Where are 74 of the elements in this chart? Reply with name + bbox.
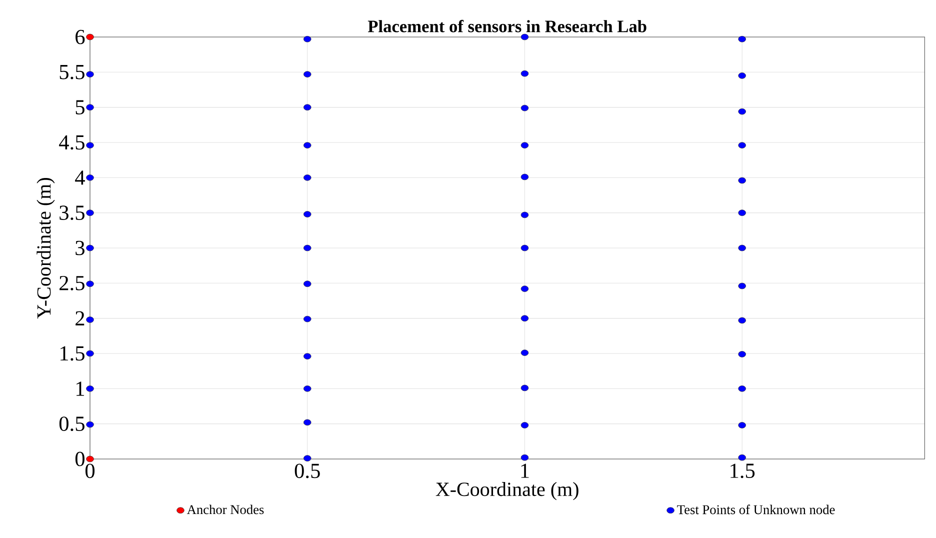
y-tick-label: 0.5 [59,416,84,432]
y-tick-label: 3.5 [60,206,84,220]
point [86,280,94,287]
point [304,353,312,360]
point [304,280,312,287]
point [520,142,529,148]
point [304,386,312,392]
y-tick-label: 1.5 [60,346,84,361]
y-tick-label: 2 [76,311,84,326]
y-tick-label: 1 [76,382,84,396]
point [520,315,529,322]
point [86,104,94,110]
point [86,316,94,323]
point [520,244,529,252]
point [738,210,746,216]
point [86,244,94,252]
point [738,244,746,252]
point [738,108,746,115]
point [520,384,529,392]
point [304,71,312,78]
point [86,456,94,462]
point [86,142,94,148]
point [86,210,94,216]
point [738,422,746,428]
point [520,174,529,180]
chart-title: Placement of sensors in Research Lab [368,20,646,32]
point [304,174,312,181]
y-tick-label: 5 [76,100,84,114]
point [304,211,312,218]
y-tick-label: 6 [76,30,85,44]
point [304,104,312,110]
y-tick-label: 4.5 [59,135,84,150]
y-tick-label: 5.5 [60,65,84,80]
x-tick-label: 0.5 [294,464,320,478]
point [304,455,312,462]
point [520,422,529,428]
x-axis-title: X-Coordinate (m) [436,482,578,500]
x-tick-label: 0 [85,464,95,478]
y-tick-label: 0 [75,452,84,466]
point [738,36,746,42]
point [738,351,746,358]
point [86,421,94,428]
x-tick-label: 1 [521,464,529,478]
point [520,212,529,218]
legend-label: Test Points of Unknown node [677,504,835,514]
point [86,386,94,392]
point [738,454,746,461]
point [520,286,529,292]
y-tick-label: 3 [76,240,84,256]
point [520,350,529,356]
point [738,317,746,324]
point [520,34,529,40]
point [520,104,529,112]
point [304,142,312,148]
point [738,72,746,79]
point [738,142,746,148]
legend-label: Anchor Nodes [186,504,264,514]
y-tick-label: 4 [75,170,85,185]
point [520,454,529,461]
x-tick-label: 1.5 [730,464,755,478]
point [738,177,746,184]
point [86,71,94,78]
point [86,34,94,40]
point [304,316,312,322]
point [304,244,312,252]
point [738,386,746,392]
point [304,36,312,42]
y-axis-title: Y-Coordinate (m) [36,178,55,319]
point [304,419,312,426]
point [86,174,94,181]
y-tick-label: 2.5 [60,276,84,290]
point [86,350,94,357]
point [520,70,529,77]
point [738,282,746,290]
